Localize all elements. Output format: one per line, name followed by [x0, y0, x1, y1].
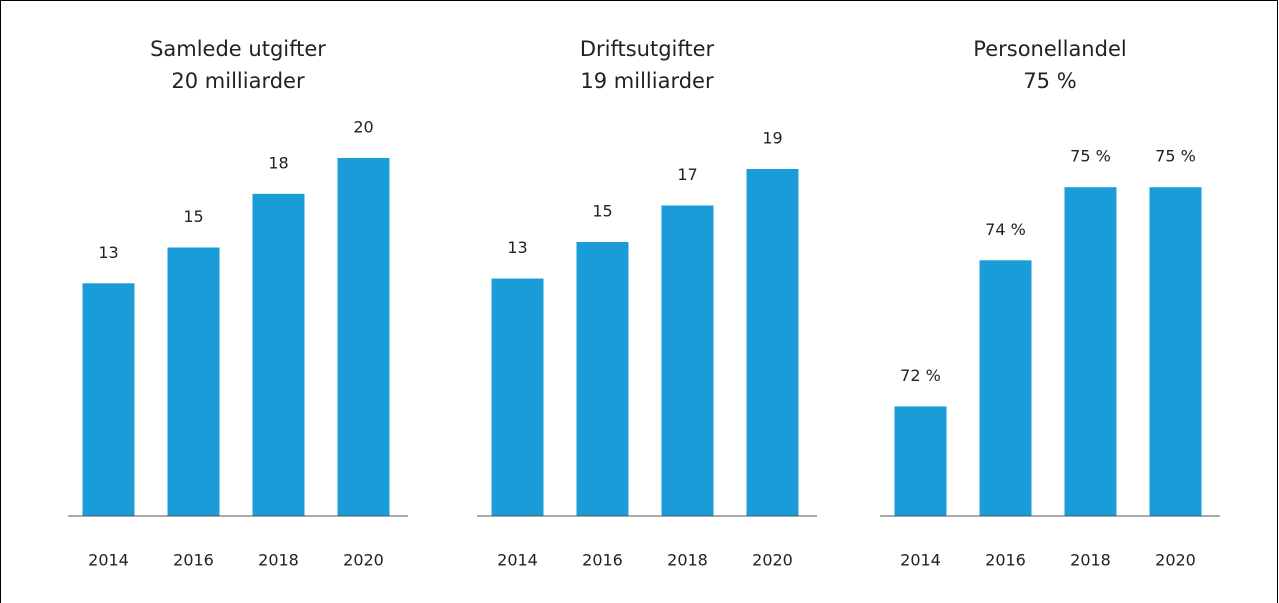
bar — [1064, 187, 1117, 516]
x-tick-label: 2018 — [1070, 551, 1111, 570]
x-tick-label: 2014 — [497, 551, 538, 570]
value-label: 20 — [353, 118, 373, 137]
bar — [576, 242, 629, 517]
chart-subtitle: 19 milliarder — [580, 69, 714, 93]
chart-subtitle: 75 % — [1023, 69, 1076, 93]
value-label: 13 — [507, 238, 527, 257]
x-tick-label: 2014 — [900, 551, 941, 570]
bar — [894, 406, 947, 516]
bar — [979, 260, 1032, 516]
x-tick-label: 2020 — [1155, 551, 1196, 570]
value-label: 19 — [762, 128, 782, 147]
x-tick-label: 2014 — [88, 551, 129, 570]
chart-title: Samlede utgifter — [150, 37, 326, 61]
value-label: 18 — [268, 153, 288, 172]
chart-title: Personellandel — [973, 37, 1126, 61]
value-label: 72 % — [900, 366, 941, 385]
chart-subtitle: 20 milliarder — [171, 69, 305, 93]
x-tick-label: 2016 — [173, 551, 214, 570]
x-tick-label: 2018 — [258, 551, 299, 570]
value-label: 15 — [183, 207, 203, 226]
bar — [491, 278, 544, 516]
value-label: 75 % — [1155, 147, 1196, 166]
x-tick-label: 2020 — [752, 551, 793, 570]
value-label: 17 — [677, 165, 697, 184]
x-tick-label: 2016 — [985, 551, 1026, 570]
value-label: 75 % — [1070, 147, 1111, 166]
bar — [167, 247, 220, 516]
value-label: 13 — [98, 243, 118, 262]
x-tick-label: 2018 — [667, 551, 708, 570]
x-tick-label: 2020 — [343, 551, 384, 570]
bar — [746, 168, 799, 517]
bar — [252, 193, 305, 517]
value-label: 15 — [592, 202, 612, 221]
chart-title: Driftsutgifter — [580, 37, 715, 61]
bar — [1149, 187, 1202, 516]
value-label: 74 % — [985, 220, 1026, 239]
bar — [661, 205, 714, 516]
x-tick-label: 2016 — [582, 551, 623, 570]
bar — [82, 283, 135, 516]
bar — [337, 158, 390, 516]
